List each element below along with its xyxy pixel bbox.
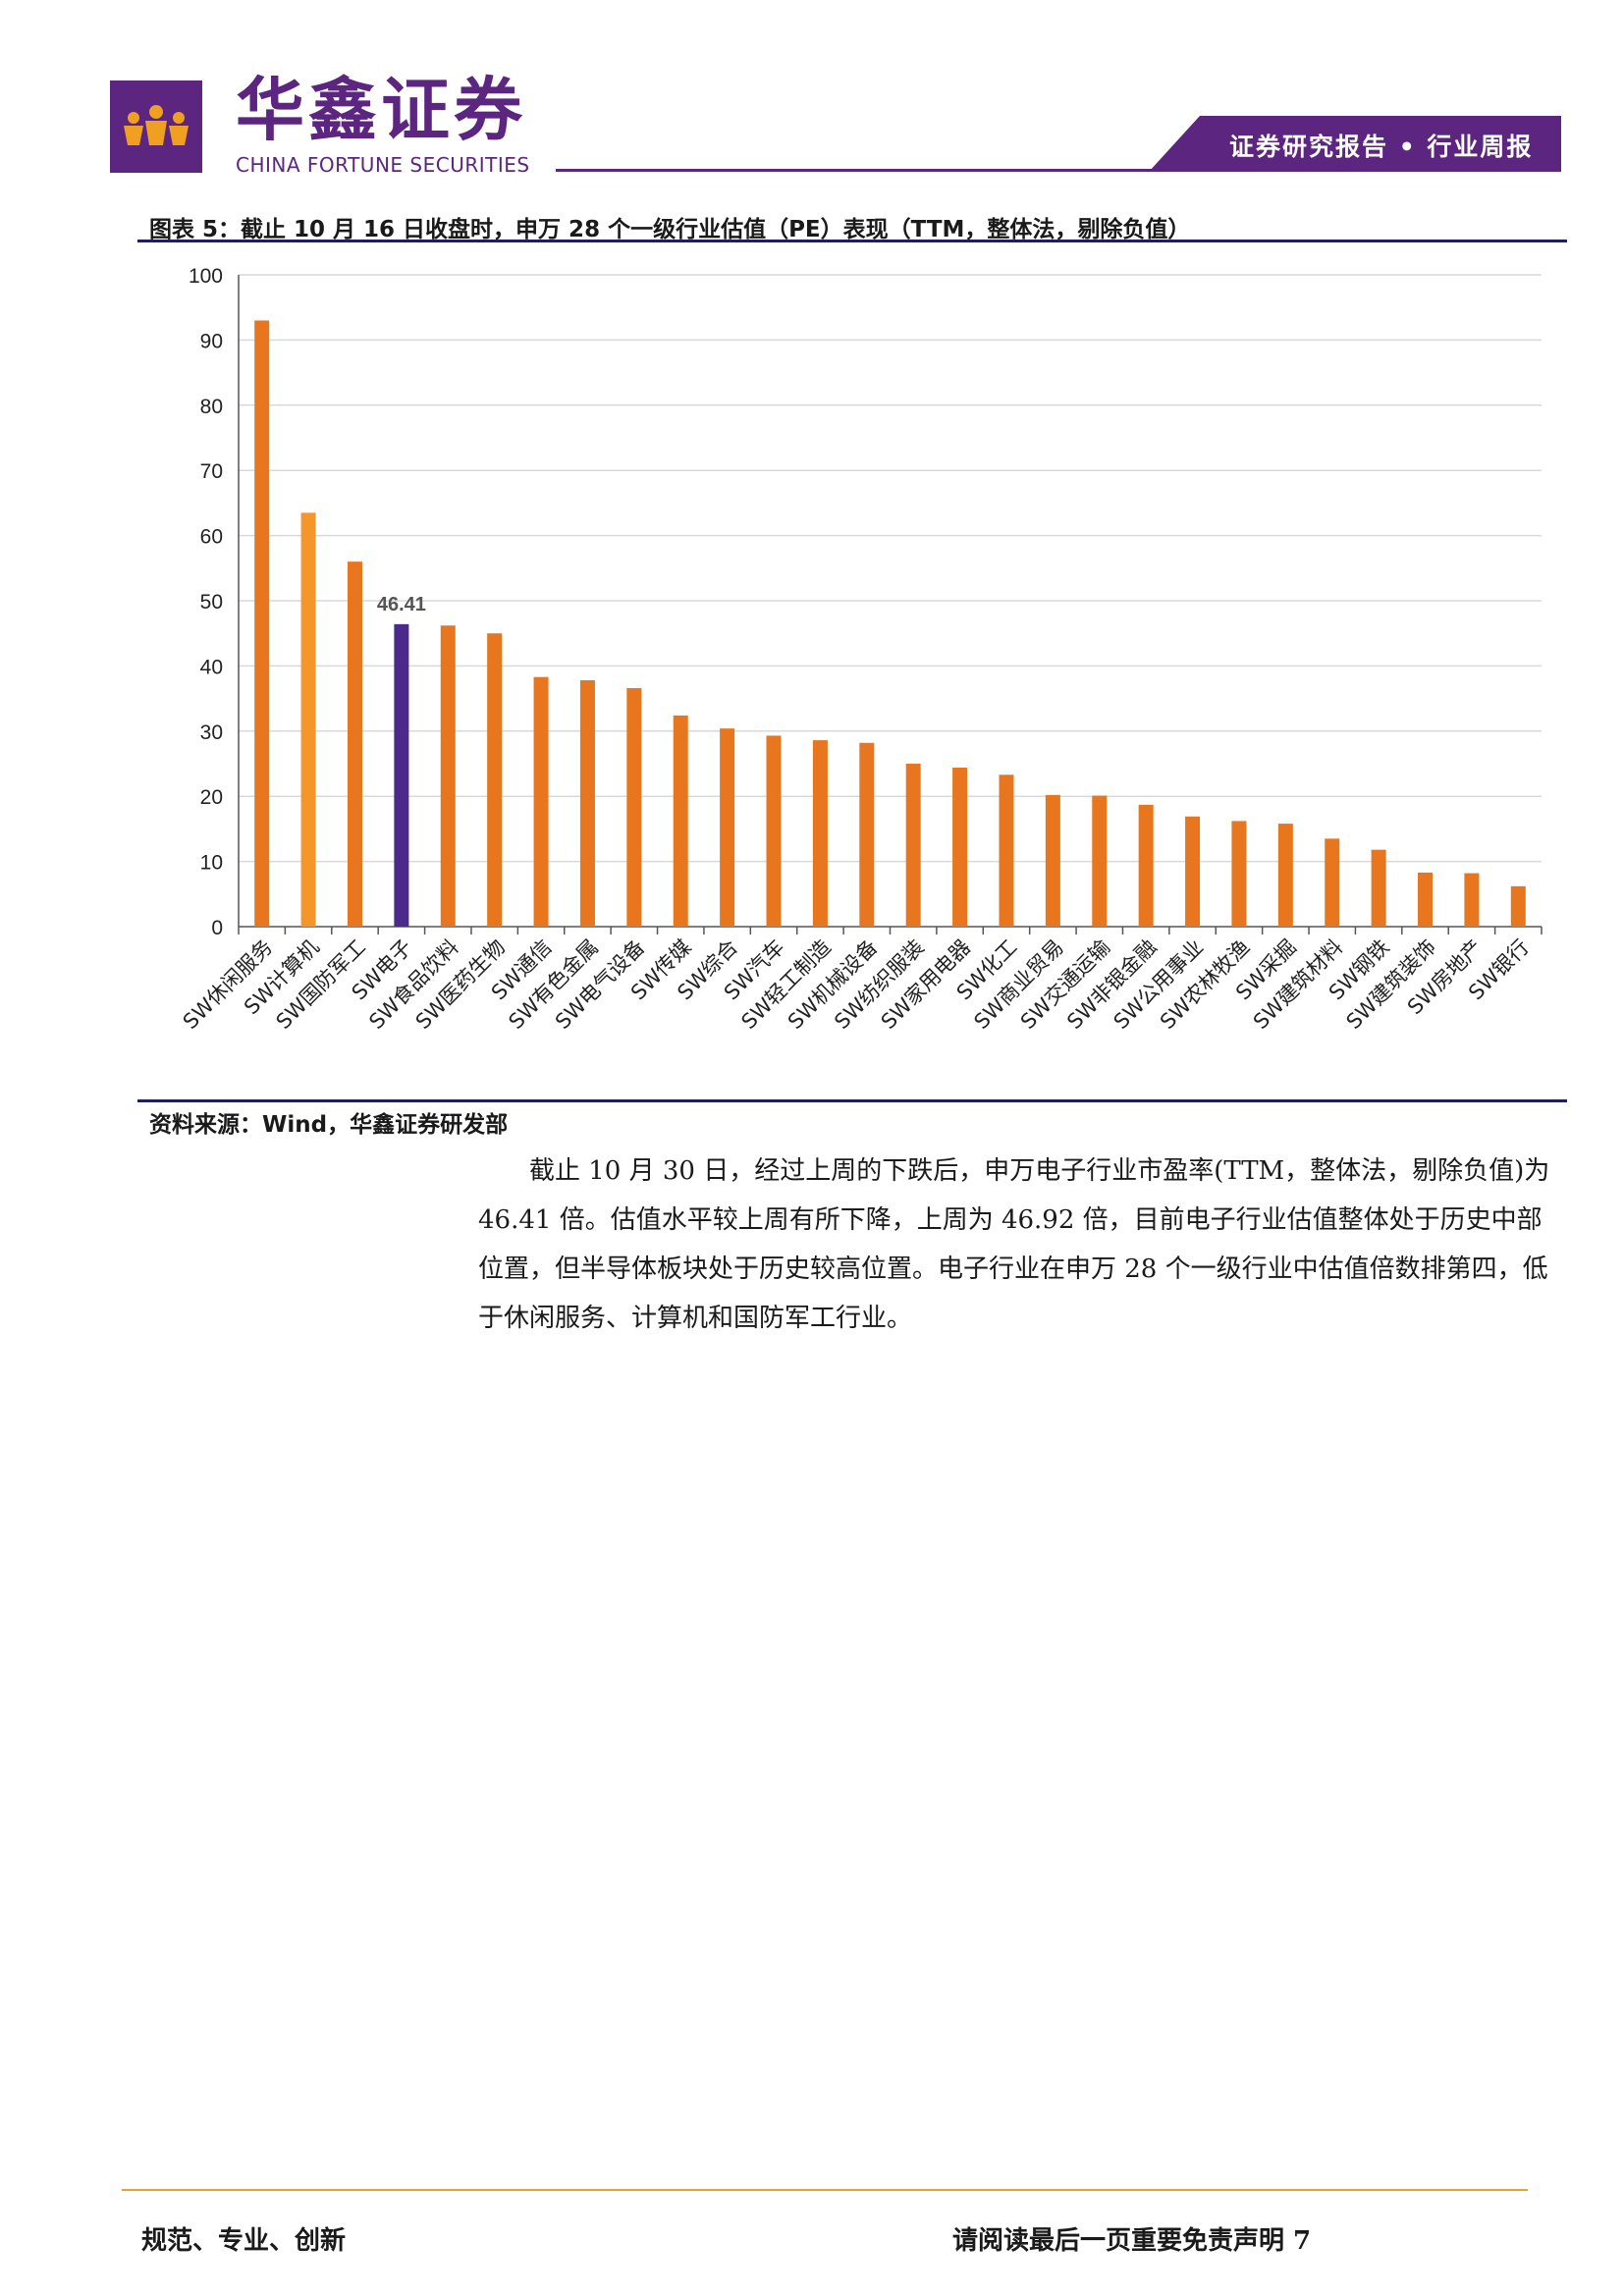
footer-slogan: 规范、专业、创新 [141, 2226, 347, 2256]
y-tick-label: 80 [200, 396, 223, 418]
bar [952, 767, 968, 927]
y-tick-label: 70 [200, 460, 223, 483]
bar [626, 687, 642, 927]
bar [533, 676, 549, 927]
figure-top-rule [137, 240, 1567, 242]
figure-title: 图表 5：截止 10 月 16 日收盘时，申万 28 个一级行业估值（PE）表现… [149, 217, 1191, 242]
bar [487, 633, 503, 927]
logo-figures-icon [124, 105, 189, 145]
data-label: 46.41 [377, 594, 426, 615]
figure-source: 资料来源：Wind，华鑫证券研发部 [149, 1112, 509, 1138]
figure-bottom-rule [137, 1099, 1567, 1102]
logo-chinese-name: 华鑫证券 [236, 70, 526, 150]
bar [1138, 804, 1154, 927]
bar [812, 740, 828, 927]
y-tick-label: 10 [200, 852, 223, 875]
bar [766, 735, 782, 927]
y-tick-label: 40 [200, 656, 223, 678]
y-tick-label: 20 [200, 786, 223, 809]
y-tick-label: 60 [200, 526, 223, 549]
y-tick-label: 100 [189, 265, 223, 288]
bar [300, 512, 316, 927]
report-type-label: 证券研究报告 • 行业周报 [1229, 133, 1534, 161]
bar [1510, 885, 1526, 927]
y-tick-label: 50 [200, 591, 223, 614]
bar [1464, 873, 1480, 927]
pe-bar-chart: 0102030405060708090100SW休闲服务SW计算机SW国防军工4… [179, 265, 1543, 1034]
bar [720, 728, 735, 927]
bar [905, 764, 921, 927]
body-paragraph: 截止 10 月 30 日，经过上周的下跌后，申万电子行业市盈率(TTM，整体法，… [478, 1156, 1550, 1333]
bar [1185, 816, 1201, 927]
bar [347, 561, 362, 927]
company-logo [110, 80, 202, 173]
bar [859, 742, 875, 927]
y-tick-label: 30 [200, 721, 223, 744]
bar [1045, 794, 1060, 927]
footer-disclaimer: 请阅读最后一页重要免责声明 7 [952, 2226, 1312, 2256]
header-rule [556, 169, 1551, 172]
y-tick-label: 0 [211, 917, 223, 939]
bar [673, 715, 688, 927]
bar [1231, 821, 1247, 927]
bar [440, 625, 456, 927]
bar [394, 623, 409, 927]
bar [999, 774, 1014, 927]
bar [579, 680, 595, 927]
footer-rule [122, 2189, 1528, 2191]
bar [1277, 824, 1293, 927]
bar [1418, 872, 1434, 927]
logo-english-name: CHINA FORTUNE SECURITIES [236, 153, 530, 177]
bar [1371, 849, 1386, 927]
bar [254, 320, 270, 928]
header-report-tab [1149, 116, 1561, 172]
bar [1325, 838, 1340, 927]
y-tick-label: 90 [200, 330, 223, 352]
bar [1092, 795, 1108, 927]
